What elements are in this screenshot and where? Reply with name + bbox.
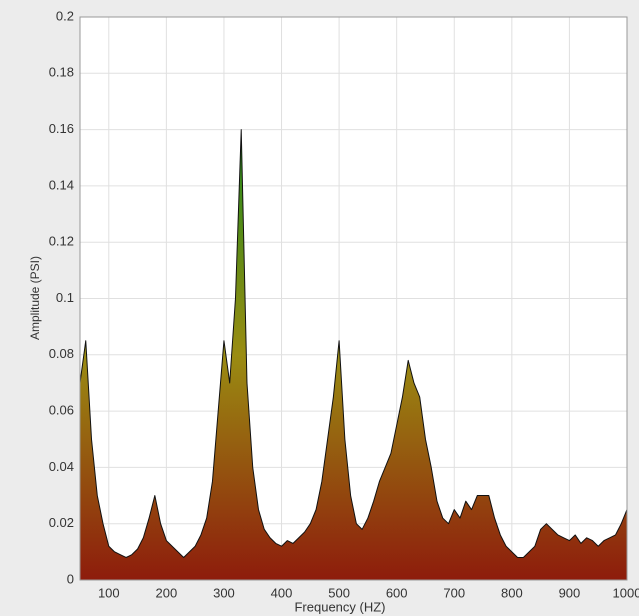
y-tick-label: 0 [67,571,74,586]
y-tick-label: 0.18 [49,65,74,80]
y-tick-label: 0.1 [56,290,74,305]
y-tick-label: 0.06 [49,403,74,418]
x-tick-label: 100 [98,585,120,600]
x-tick-label: 200 [156,585,178,600]
x-tick-label: 600 [386,585,408,600]
x-tick-label: 800 [501,585,523,600]
plot-frame [79,16,628,581]
y-tick-label: 0.04 [49,459,74,474]
x-axis-label: Frequency (HZ) [294,599,385,614]
y-tick-label: 0.12 [49,234,74,249]
y-axis-label: Amplitude (PSI) [28,256,42,340]
spectrum-area [79,129,628,581]
x-tick-label: 400 [271,585,293,600]
y-tick-label: 0.02 [49,515,74,530]
x-tick-label: 300 [213,585,235,600]
x-tick-label: 500 [328,585,350,600]
x-tick-label: 900 [559,585,581,600]
x-tick-label: 700 [443,585,465,600]
y-tick-label: 0.14 [49,177,74,192]
y-tick-label: 0.16 [49,121,74,136]
y-tick-label: 0.08 [49,346,74,361]
y-tick-label: 0.2 [56,8,74,23]
x-tick-label: 1000 [613,585,639,600]
